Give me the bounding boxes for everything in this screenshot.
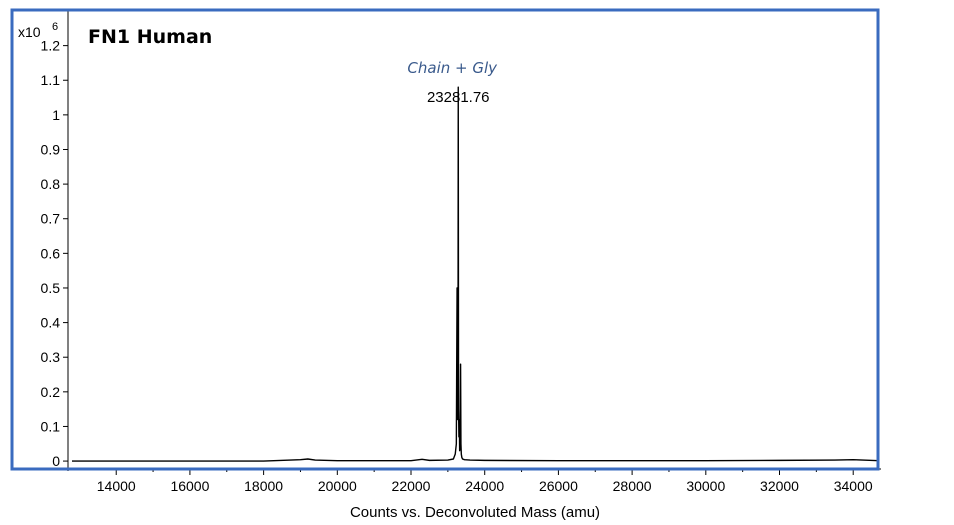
- y-tick-label: 1.1: [41, 72, 61, 88]
- x-tick-label: 26000: [539, 478, 578, 494]
- y-tick-label: 0.5: [41, 280, 61, 296]
- annotation-peak-mass: 23281.76: [427, 89, 490, 106]
- y-tick-label: 0.4: [41, 315, 61, 331]
- chart-title: FN1 Human: [88, 26, 212, 48]
- y-multiplier: x10: [18, 24, 41, 40]
- x-tick-label: 18000: [244, 478, 283, 494]
- y-tick-label: 0.9: [41, 141, 61, 157]
- y-tick-label: 1: [52, 107, 60, 123]
- y-tick-label: 0.6: [41, 245, 61, 261]
- y-tick-label: 1.2: [41, 38, 61, 54]
- axes: 0 0.1 0.2 0.3 0.4 0.5 0.6 0.7 0.8 0.9 1 1.1 1.2 14000…: [41, 11, 881, 494]
- series-layer: [72, 86, 880, 462]
- annotation-chain-gly: Chain + Gly: [407, 59, 498, 77]
- y-tick-label: 0.1: [41, 418, 61, 434]
- x-tick-label: 20000: [318, 478, 357, 494]
- plot-frame: [10, 8, 880, 471]
- x-tick-label: 32000: [760, 478, 799, 494]
- x-tick-label: 22000: [392, 478, 431, 494]
- y-multiplier-exponent: 6: [52, 21, 58, 33]
- x-tick-label: 28000: [613, 478, 652, 494]
- series-line: [72, 86, 880, 462]
- x-tick-label: 30000: [686, 478, 725, 494]
- x-tick-label: 24000: [465, 478, 504, 494]
- y-tick-label: 0: [52, 453, 60, 469]
- y-tick-label: 0.2: [41, 384, 61, 400]
- x-tick-label: 16000: [170, 478, 209, 494]
- x-tick-label: 34000: [834, 478, 873, 494]
- x-axis-label: Counts vs. Deconvoluted Mass (amu): [350, 504, 600, 521]
- y-tick-label: 0.3: [41, 349, 61, 365]
- y-tick-label: 0.8: [41, 176, 61, 192]
- y-tick-label: 0.7: [41, 211, 61, 227]
- x-tick-label: 14000: [97, 478, 136, 494]
